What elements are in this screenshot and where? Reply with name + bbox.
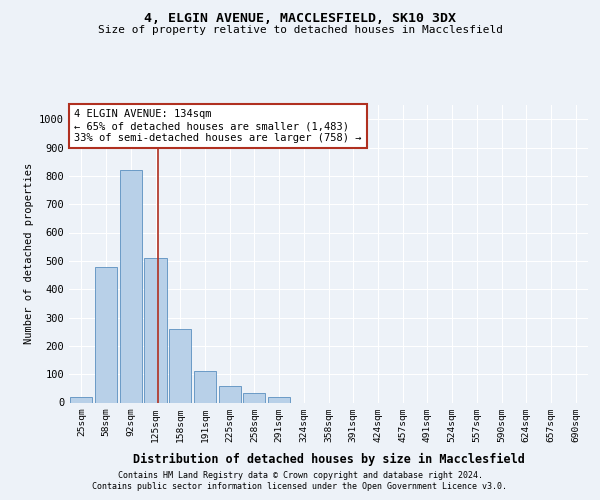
Text: 4, ELGIN AVENUE, MACCLESFIELD, SK10 3DX: 4, ELGIN AVENUE, MACCLESFIELD, SK10 3DX <box>144 12 456 26</box>
Bar <box>243 392 265 402</box>
Bar <box>145 258 167 402</box>
Y-axis label: Number of detached properties: Number of detached properties <box>23 163 34 344</box>
Bar <box>70 397 92 402</box>
X-axis label: Distribution of detached houses by size in Macclesfield: Distribution of detached houses by size … <box>133 453 524 466</box>
Text: Contains public sector information licensed under the Open Government Licence v3: Contains public sector information licen… <box>92 482 508 491</box>
Bar <box>194 372 216 402</box>
Text: Contains HM Land Registry data © Crown copyright and database right 2024.: Contains HM Land Registry data © Crown c… <box>118 471 482 480</box>
Bar <box>169 329 191 402</box>
Bar <box>95 266 117 402</box>
Bar <box>218 386 241 402</box>
Text: Size of property relative to detached houses in Macclesfield: Size of property relative to detached ho… <box>97 25 503 35</box>
Bar <box>119 170 142 402</box>
Text: 4 ELGIN AVENUE: 134sqm
← 65% of detached houses are smaller (1,483)
33% of semi-: 4 ELGIN AVENUE: 134sqm ← 65% of detached… <box>74 110 362 142</box>
Bar <box>268 397 290 402</box>
